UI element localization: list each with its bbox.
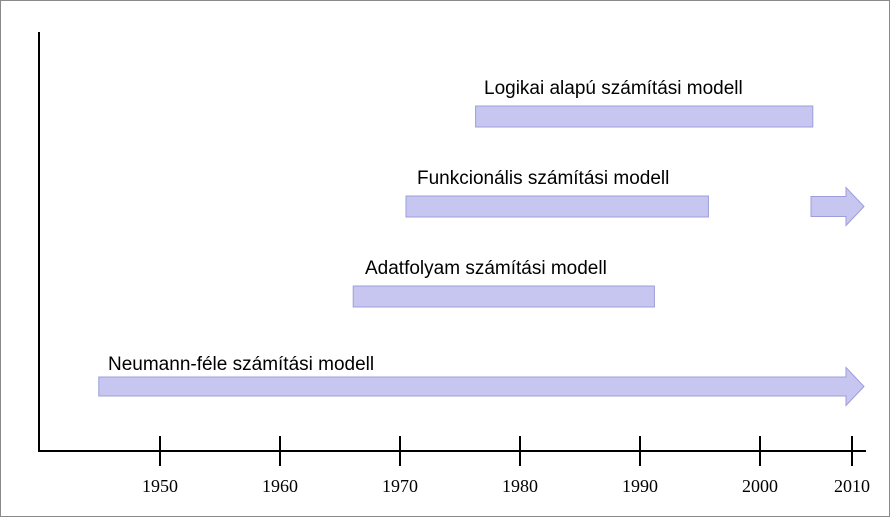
x-tick-label-2010: 2010 (834, 476, 870, 496)
x-tick-label-1990: 1990 (622, 476, 658, 496)
timeline-bar-1 (405, 195, 709, 218)
x-tick-label-1960: 1960 (262, 476, 298, 496)
timeline-label-2: Adatfolyam számítási modell (365, 258, 607, 279)
timeline-label-1: Funkcionális számítási modell (417, 168, 669, 189)
x-tick-label-1970: 1970 (382, 476, 418, 496)
timeline-label-0: Logikai alapú számítási modell (484, 78, 743, 99)
timeline-bars: Logikai alapú számítási modell Funkcionál… (98, 78, 865, 407)
timeline-label-3: Neumann-féle számítási modell (108, 354, 374, 375)
x-tick-label-1950: 1950 (142, 476, 178, 496)
timeline-bar-2 (352, 285, 655, 308)
continuation-arrow-1 (810, 186, 865, 227)
x-axis-ticks: 1950 1960 1970 1980 1990 2000 2010 (142, 436, 870, 496)
x-tick-label-1980: 1980 (502, 476, 538, 496)
x-tick-label-2000: 2000 (742, 476, 778, 496)
timeline-bar-0 (475, 105, 814, 128)
timeline-bar-3 (98, 366, 865, 407)
